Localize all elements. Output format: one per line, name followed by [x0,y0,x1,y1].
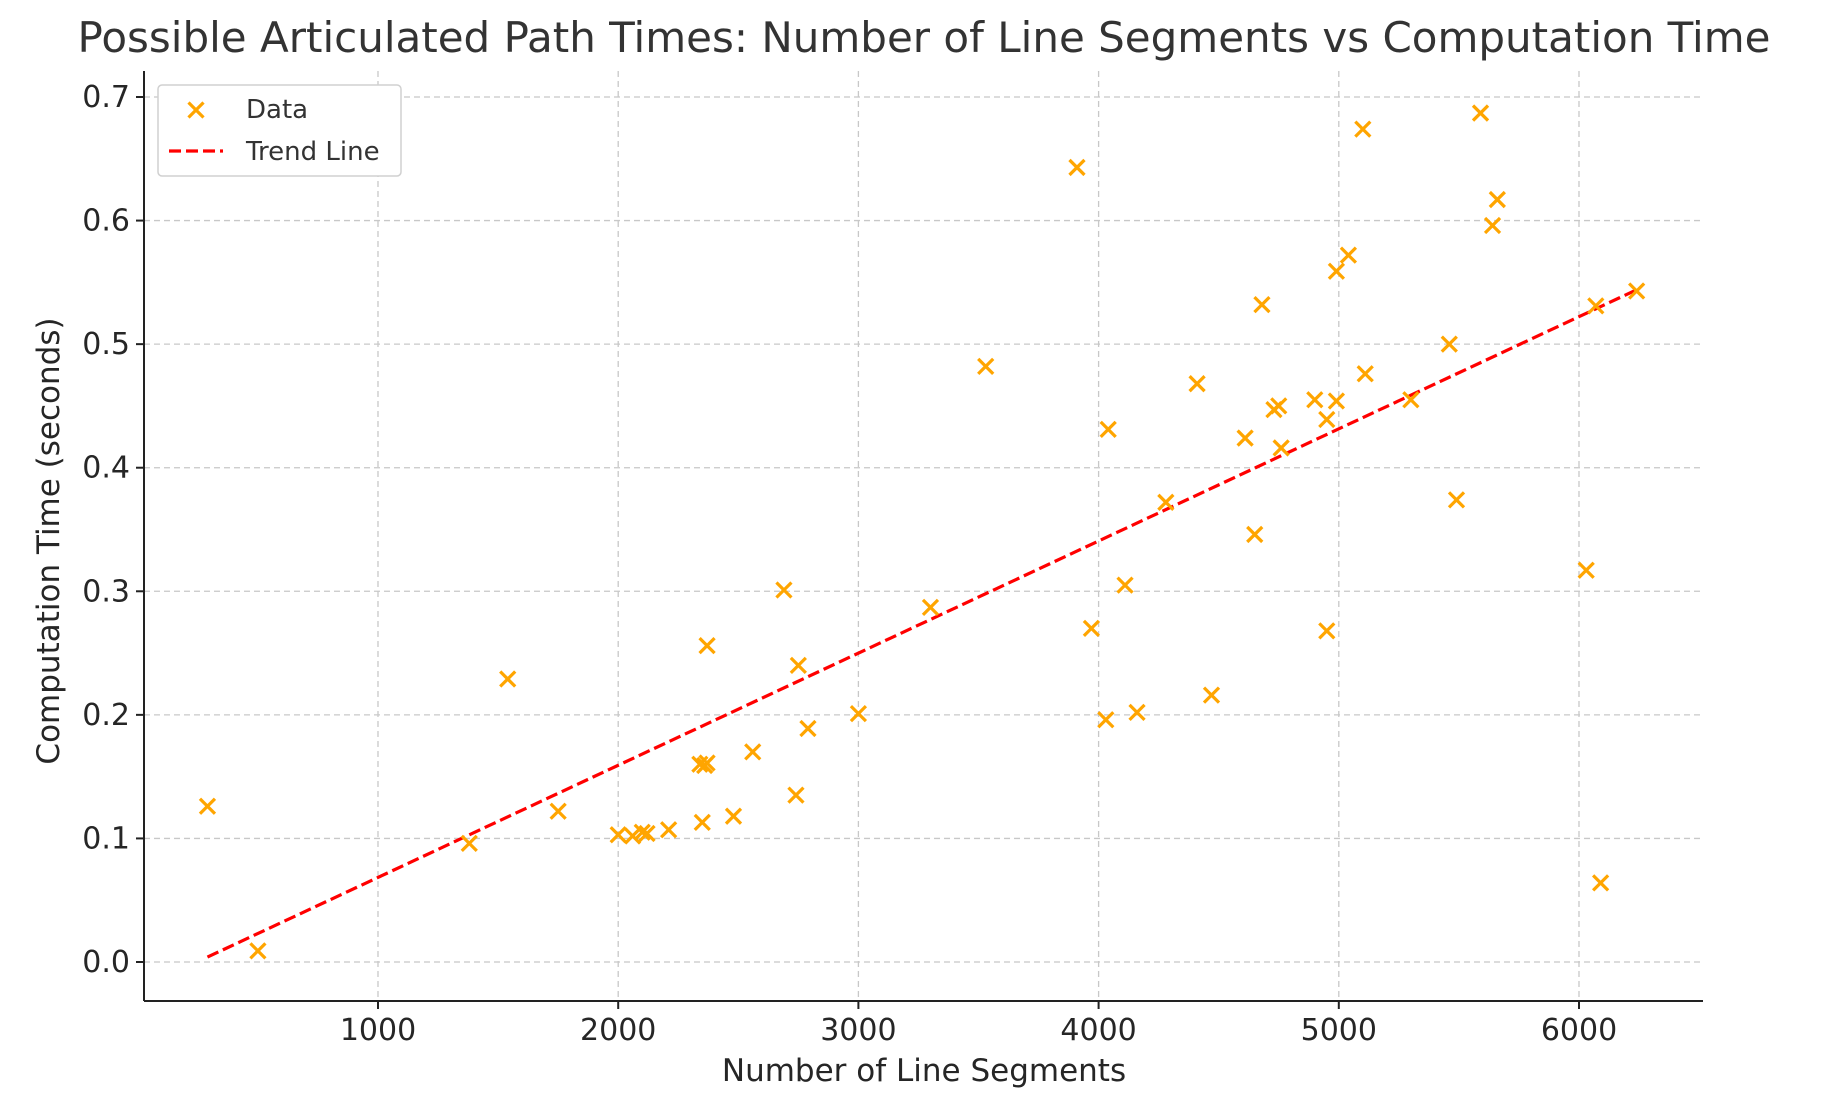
data-point [787,786,805,804]
x-tick-label: 2000 [580,1013,656,1048]
data-point [1272,439,1290,457]
data-point [921,598,940,616]
data-point [799,719,817,738]
x-axis-label: Number of Line Segments [722,1053,1126,1089]
data-point [660,821,678,839]
data-point [638,824,656,843]
data-point [623,827,642,845]
data-point [693,813,711,831]
data-point [724,807,743,825]
y-tick-label: 0.3 [82,574,130,609]
data-point [1354,120,1372,138]
data-point [1471,104,1490,122]
x-tick-label: 1000 [340,1013,416,1048]
trend-line-layer [206,288,1638,959]
data-point [977,357,995,376]
y-tick-label: 0.1 [82,821,130,856]
data-point [1246,525,1264,544]
data-point [1188,375,1206,393]
legend-box [157,84,402,177]
grid-lines [144,71,1703,1001]
data-point [1236,429,1254,447]
data-point [698,754,716,772]
y-axis-ticks: 0.0 0.1 0.2 0.3 0.4 0.5 0.6 0.7 [82,80,144,980]
legend-data-cross [187,101,205,119]
legend-label-trend: Trend Line [245,137,380,167]
data-point [1318,410,1336,429]
data-point [698,637,716,655]
data-point [1327,262,1346,280]
data-point [1356,365,1374,383]
data-point [1577,561,1595,579]
data-point [789,656,807,675]
x-tick-label: 6000 [1541,1013,1617,1048]
data-point [1628,282,1646,300]
data-point [1099,420,1117,439]
y-tick-label: 0.4 [82,451,130,486]
x-axis-ticks: 1000 2000 3000 4000 5000 6000 [340,1001,1617,1048]
data-point [198,797,217,815]
data-point [1082,619,1101,637]
data-point [1116,576,1134,594]
y-tick-label: 0.7 [82,80,130,115]
data-point [849,704,868,723]
data-point [775,581,793,599]
axes [143,71,1703,1002]
data-point [1157,493,1175,511]
data-point [1253,295,1271,314]
data-point [1270,397,1288,415]
x-tick-label: 4000 [1060,1013,1136,1048]
data-point [744,743,762,761]
trend-line [206,288,1638,959]
x-tick-label: 5000 [1301,1013,1377,1048]
data-point [1483,216,1502,235]
data-point [460,834,478,853]
legend-marker-data [187,101,205,119]
data-point [609,826,627,844]
data-point [1488,190,1506,209]
data-point [1339,246,1358,264]
y-tick-label: 0.0 [82,945,130,980]
legend: Data Trend Line [157,84,402,177]
data-point [1587,297,1605,315]
y-tick-label: 0.5 [82,327,130,362]
data-point [1447,491,1466,509]
data-point [1440,335,1458,353]
x-tick-label: 3000 [820,1013,896,1048]
y-tick-label: 0.2 [82,698,130,733]
legend-label-data: Data [246,95,308,125]
data-point [1068,158,1086,177]
data-point [1097,711,1115,729]
chart-title: Possible Articulated Path Times: Number … [78,13,1771,62]
data-point [1402,391,1420,409]
data-point [499,670,517,688]
y-axis-label: Computation Time (seconds) [31,317,67,764]
data-point [1128,703,1146,722]
data-point [249,942,267,960]
data-point [633,823,651,841]
data-point [1327,392,1346,410]
y-tick-label: 0.6 [82,204,130,239]
data-point [1202,686,1221,704]
data-point [549,802,567,820]
data-point [1591,874,1610,892]
data-points-layer [198,104,1646,960]
data-point [1318,622,1336,640]
data-point [1306,391,1324,409]
